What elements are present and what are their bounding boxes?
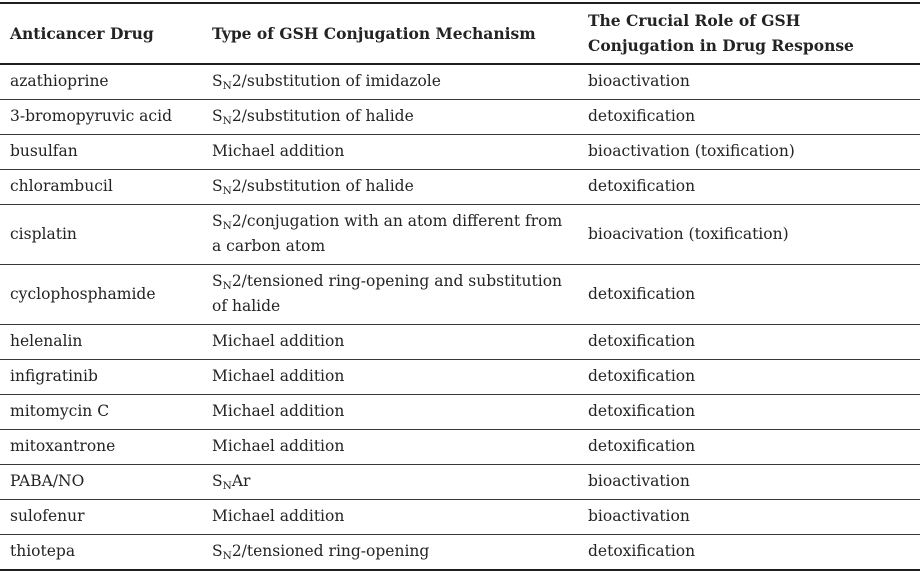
mechanism-text: Michael addition [212, 142, 345, 160]
mechanism-text: 2/substitution of halide [231, 107, 414, 125]
column-header-drug: Anticancer Drug [0, 3, 202, 65]
mechanism-cell: Michael addition [202, 134, 578, 170]
mechanism-text: Michael addition [212, 367, 345, 385]
mechanism-prefix: S [212, 272, 223, 290]
drug-cell: mitomycin C [0, 394, 202, 430]
mechanism-prefix: S [212, 212, 223, 230]
drug-cell: mitoxantrone [0, 429, 202, 465]
drug-cell: 3-bromopyruvic acid [0, 99, 202, 135]
drug-cell: cisplatin [0, 204, 202, 265]
mechanism-text: Ar [231, 472, 251, 490]
role-cell: bioactivation [578, 499, 920, 535]
table-row: chlorambucil SN2/substitution of halide … [0, 169, 920, 205]
mechanism-subscript: N [222, 480, 232, 492]
drug-cell: azathioprine [0, 64, 202, 100]
role-cell: detoxification [578, 99, 920, 135]
mechanism-cell: SN2/tensioned ring-opening and substitut… [202, 264, 578, 325]
mechanism-prefix: S [212, 72, 223, 90]
role-cell: bioactivation [578, 464, 920, 500]
mechanism-subscript: N [222, 80, 232, 92]
table-row: busulfan Michael addition bioactivation … [0, 134, 920, 170]
role-cell: bioactivation [578, 64, 920, 100]
table-row: helenalin Michael addition detoxificatio… [0, 324, 920, 360]
mechanism-text: Michael addition [212, 507, 345, 525]
role-cell: detoxification [578, 394, 920, 430]
mechanism-text: 2/substitution of imidazole [231, 72, 441, 90]
mechanism-subscript: N [222, 185, 232, 197]
table-row: mitoxantrone Michael addition detoxifica… [0, 429, 920, 465]
drug-cell: cyclophosphamide [0, 264, 202, 325]
role-cell: bioacivation (toxification) [578, 204, 920, 265]
mechanism-text: Michael addition [212, 332, 345, 350]
mechanism-text: 2/tensioned ring-opening and substitutio… [212, 272, 563, 315]
mechanism-prefix: S [212, 542, 223, 560]
mechanism-subscript: N [222, 220, 232, 232]
role-cell: bioactivation (toxification) [578, 134, 920, 170]
drug-cell: busulfan [0, 134, 202, 170]
mechanism-cell: Michael addition [202, 324, 578, 360]
mechanism-text: Michael addition [212, 402, 345, 420]
table-body: azathioprine SN2/substitution of imidazo… [0, 64, 920, 571]
mechanism-cell: Michael addition [202, 429, 578, 465]
mechanism-prefix: S [212, 472, 223, 490]
mechanism-cell: SN2/substitution of halide [202, 99, 578, 135]
mechanism-prefix: S [212, 107, 223, 125]
mechanism-subscript: N [222, 280, 232, 292]
mechanism-cell: SN2/substitution of halide [202, 169, 578, 205]
mechanism-cell: Michael addition [202, 499, 578, 535]
drug-cell: PABA/NO [0, 464, 202, 500]
column-header-role: The Crucial Role of GSH Conjugation in D… [578, 3, 920, 65]
role-cell: detoxification [578, 169, 920, 205]
mechanism-prefix: S [212, 177, 223, 195]
mechanism-cell: Michael addition [202, 359, 578, 395]
table-row: sulofenur Michael addition bioactivation [0, 499, 920, 535]
drug-cell: infigratinib [0, 359, 202, 395]
header-row: Anticancer Drug Type of GSH Conjugation … [0, 3, 920, 65]
table-header: Anticancer Drug Type of GSH Conjugation … [0, 3, 920, 65]
drug-cell: sulofenur [0, 499, 202, 535]
role-cell: detoxification [578, 429, 920, 465]
mechanism-cell: Michael addition [202, 394, 578, 430]
role-cell: detoxification [578, 264, 920, 325]
table-row: 3-bromopyruvic acid SN2/substitution of … [0, 99, 920, 135]
drug-cell: helenalin [0, 324, 202, 360]
column-header-mechanism: Type of GSH Conjugation Mechanism [202, 3, 578, 65]
mechanism-text: Michael addition [212, 437, 345, 455]
mechanism-text: 2/tensioned ring-opening [231, 542, 430, 560]
mechanism-subscript: N [222, 550, 232, 562]
mechanism-cell: SN2/substitution of imidazole [202, 64, 578, 100]
table-row: mitomycin C Michael addition detoxificat… [0, 394, 920, 430]
role-cell: detoxification [578, 324, 920, 360]
mechanism-text: 2/conjugation with an atom different fro… [212, 212, 563, 255]
mechanism-text: 2/substitution of halide [231, 177, 414, 195]
mechanism-subscript: N [222, 115, 232, 127]
table-row: cisplatin SN2/conjugation with an atom d… [0, 204, 920, 265]
mechanism-cell: SNAr [202, 464, 578, 500]
table-row: azathioprine SN2/substitution of imidazo… [0, 64, 920, 100]
role-cell: detoxification [578, 359, 920, 395]
table-row: infigratinib Michael addition detoxifica… [0, 359, 920, 395]
drug-cell: chlorambucil [0, 169, 202, 205]
table-row: cyclophosphamide SN2/tensioned ring-open… [0, 264, 920, 325]
mechanism-cell: SN2/conjugation with an atom different f… [202, 204, 578, 265]
table-row: PABA/NO SNAr bioactivation [0, 464, 920, 500]
